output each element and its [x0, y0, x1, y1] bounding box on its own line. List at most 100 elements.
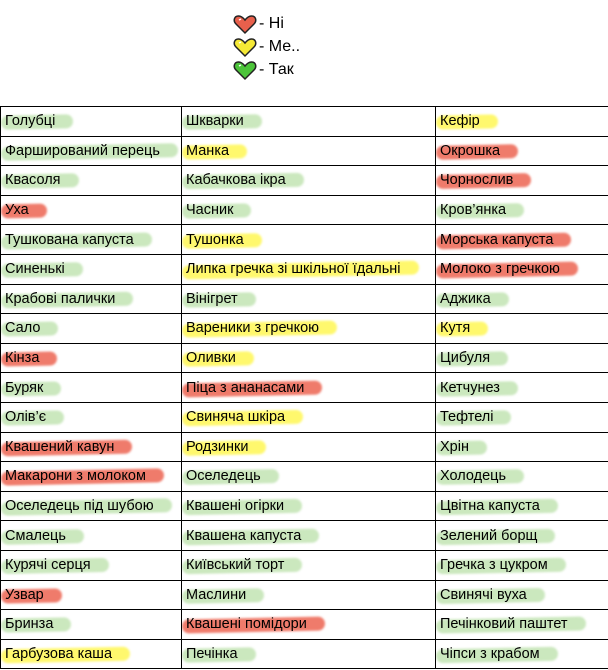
cell-text: Липка гречка зі шкільної їдальні [186, 261, 401, 278]
table-cell: Квашена капуста [181, 520, 436, 551]
cell-text: Фаршировaний перець [5, 142, 160, 159]
table-row: Квасоля Кабачкова ікра Чорнослив [0, 165, 608, 196]
highlight-green: Цибуля [440, 350, 490, 366]
table-cell: Квашені огірки [181, 490, 436, 522]
highlight-green: Хрін [440, 439, 469, 455]
highlight-green: Кетчунез [440, 380, 500, 396]
table-cell: Вінігрет [181, 283, 436, 315]
table-cell: Аджика [435, 283, 608, 315]
cell-text: Молоко з гречкою [440, 261, 560, 278]
cell-text: Квашені огірки [186, 498, 285, 515]
highlight-red: Уха [5, 202, 29, 218]
table-cell: Уха [0, 194, 182, 226]
cell-text: Вінігрет [186, 290, 238, 307]
table-cell: Морська капуста [435, 224, 608, 255]
cell-text: Цвітна капуста [440, 498, 540, 515]
table-cell: Манка [181, 135, 436, 167]
highlight-green: Зелений борщ [440, 528, 537, 544]
cell-text: Тушкована капуста [5, 231, 134, 248]
cell-text: Кабачкова ікра [186, 172, 286, 189]
table-row: Тушкована капуста Тушонка Морська капуста [0, 224, 608, 255]
highlight-yellow: Оливки [186, 350, 236, 366]
table-cell: Квашені помідори [181, 609, 436, 640]
cell-text: Гарбузова каша [5, 645, 113, 662]
table-cell: Оселедець під шубою [0, 490, 182, 522]
table-cell: Узвар [0, 579, 182, 611]
cell-text: Кутя [440, 320, 471, 337]
table-cell: Фаршировaний перець [0, 135, 182, 167]
table-row: Бринза Квашені помідори Печінковий паштет [0, 609, 608, 640]
cell-text: Синенькі [5, 261, 65, 278]
highlight-green: Голубці [5, 113, 55, 129]
highlight-green: Свинячі вуха [440, 587, 527, 603]
table-row: Уха Часник Кров’янка [0, 194, 608, 226]
cell-text: Цибуля [440, 350, 491, 367]
cell-text: Вареники з гречкою [186, 320, 320, 337]
highlight-green: Бринза [5, 616, 53, 632]
table-cell: Молоко з гречкою [435, 253, 608, 285]
highlight-red: Кінза [5, 350, 39, 366]
table-cell: Тефтелі [435, 401, 608, 433]
legend: - Ні - Ме.. - Так [233, 12, 300, 81]
cell-text: Смалець [5, 527, 66, 544]
table-cell: Голубці [0, 106, 182, 137]
cell-text: Маслини [186, 586, 247, 603]
cell-text: Окрошка [440, 142, 501, 159]
highlight-red: Квашені помідори [186, 616, 307, 632]
highlight-green: Гречка з цукром [440, 557, 548, 573]
cell-text: Квашені помідори [186, 616, 307, 633]
cell-text: Уха [5, 202, 29, 219]
highlight-green: Кров’янка [440, 202, 506, 218]
highlight-green: Оселедець під шубою [5, 498, 154, 514]
cell-text: Тефтелі [440, 409, 494, 426]
cell-text: Хрін [440, 438, 469, 455]
table-row: Квашений кавун Родзинки Хрін [0, 431, 608, 463]
cell-text: Узвар [5, 586, 44, 603]
highlight-green: Квасоля [5, 172, 61, 188]
cell-text: Оселедець під шубою [5, 498, 154, 515]
highlight-yellow: Кефір [440, 113, 480, 129]
table-row: Синенькі Липка гречка зі шкільної їдальні… [0, 253, 608, 285]
table-cell: Кефір [435, 106, 608, 137]
table-row: Кінза Оливки Цибуля [0, 342, 608, 374]
table-row: Олів’є Свиняча шкіра Тефтелі [0, 401, 608, 433]
highlight-red: Морська капуста [440, 232, 553, 248]
table-cell: Свиняча шкіра [181, 401, 436, 433]
table-cell: Кетчунез [435, 372, 608, 403]
table-cell: Маслини [181, 579, 436, 611]
cell-text: Квашена капуста [186, 527, 302, 544]
highlight-green: Оселедець [186, 468, 261, 484]
cell-text: Свиняча шкіра [186, 409, 286, 426]
table-row: Смалець Квашена капуста Зелений борщ [0, 520, 608, 551]
cell-text: Олів’є [5, 409, 47, 426]
highlight-yellow: Тушонка [186, 232, 244, 248]
cell-text: Київський торт [186, 557, 285, 574]
highlight-green: Квашені огірки [186, 498, 284, 514]
cell-text: Родзинки [186, 438, 249, 455]
highlight-yellow: Манка [186, 143, 229, 159]
highlight-red: Квашений кавун [5, 439, 114, 455]
highlight-yellow: Липка гречка зі шкільної їдальні [186, 261, 401, 277]
table-cell: Київський торт [181, 549, 436, 581]
highlight-green: Крабові палички [5, 291, 115, 307]
cell-text: Кетчунез [440, 379, 500, 396]
table-cell: Холодець [435, 461, 608, 492]
table-cell: Оливки [181, 342, 436, 374]
table-cell: Чіпси з крабом [435, 638, 608, 670]
table-row: Фаршировaний перець Манка Окрошка [0, 135, 608, 167]
highlight-yellow: Кутя [440, 320, 470, 336]
cell-text: Чіпси з крабом [440, 645, 540, 662]
red-heart-icon [233, 14, 257, 34]
legend-item-yes: - Так [233, 58, 300, 81]
legend-label-yes: - Так [259, 60, 294, 78]
table-cell: Печінка [181, 638, 436, 670]
table-cell: Родзинки [181, 431, 436, 463]
table-row: Оселедець під шубою Квашені огірки Цвітна … [0, 490, 608, 522]
highlight-green: Часник [186, 202, 233, 218]
cell-text: Шкварки [186, 113, 244, 130]
cell-text: Печінковий паштет [440, 616, 568, 633]
highlight-red: Піца з ананасами [186, 380, 304, 396]
table-cell: Кінза [0, 342, 182, 374]
highlight-green: Смалець [5, 528, 66, 544]
cell-text: Зелений борщ [440, 527, 538, 544]
